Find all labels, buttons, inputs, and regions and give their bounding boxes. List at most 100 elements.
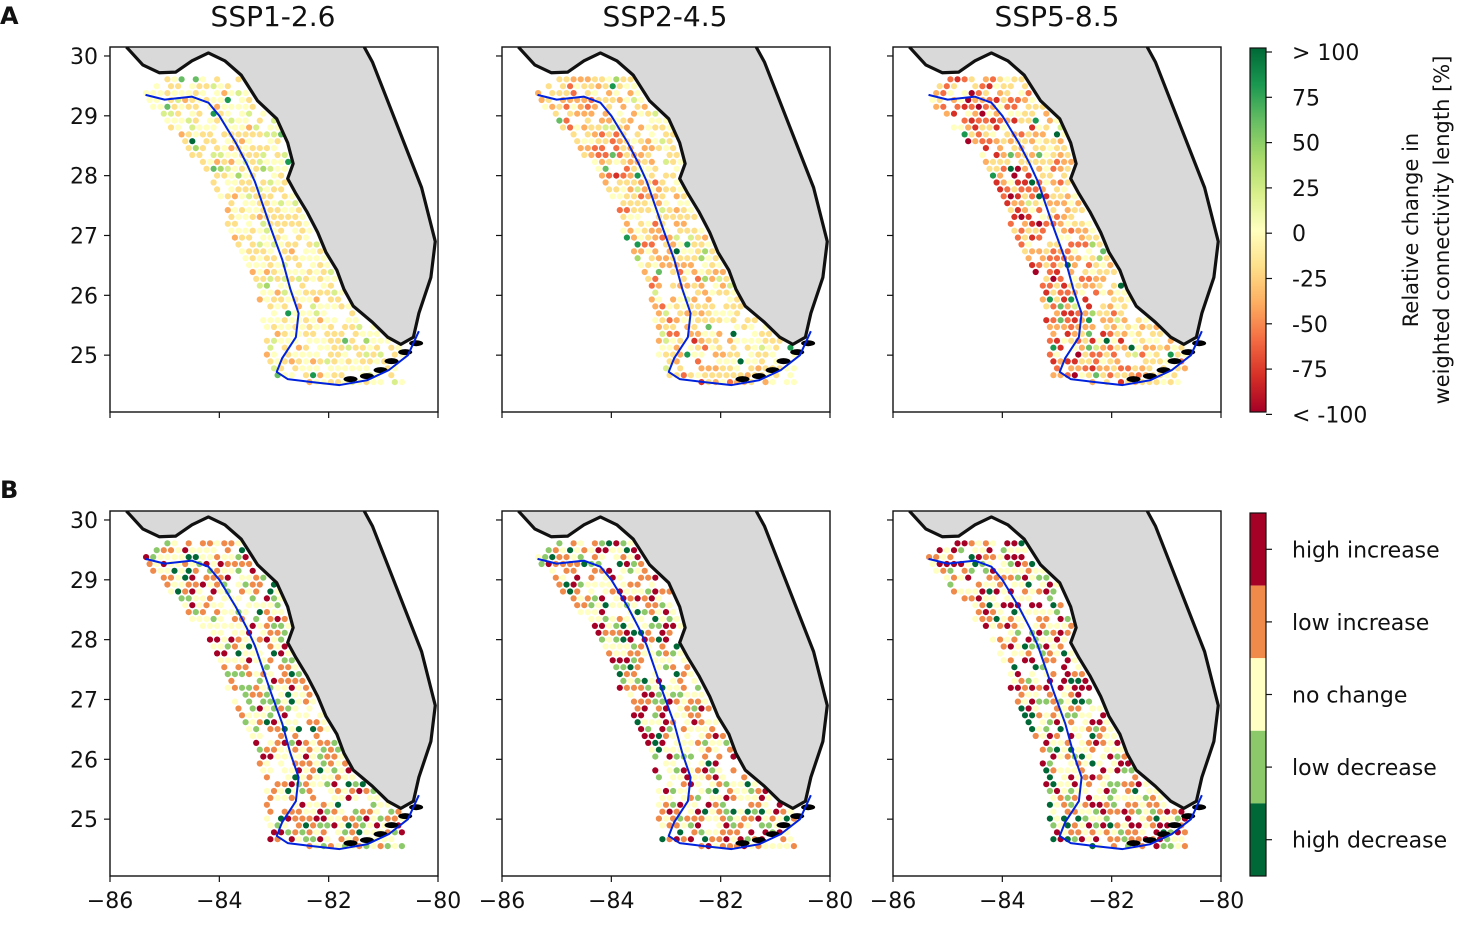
hex-cell <box>1061 801 1068 808</box>
hex-cell <box>302 289 310 296</box>
hex-cell <box>391 843 398 850</box>
hex-cell <box>588 151 595 159</box>
hex-cell <box>641 609 648 616</box>
hex-cell <box>989 172 997 179</box>
hex-cell <box>1018 241 1025 248</box>
hex-cell <box>228 158 235 165</box>
hex-cell <box>670 145 677 152</box>
hex-cell <box>306 829 313 836</box>
hex-cell <box>370 815 377 822</box>
hex-cell <box>1053 732 1061 740</box>
hex-cell <box>634 131 641 138</box>
hex-cell <box>655 595 663 602</box>
hex-cell <box>1046 787 1053 795</box>
hex-cell <box>235 158 242 165</box>
hex-cell <box>260 179 267 186</box>
hex-cell <box>242 103 249 110</box>
hex-cell <box>645 124 652 131</box>
hex-cell <box>1064 698 1071 705</box>
hex-cell <box>1036 165 1043 172</box>
hex-cell <box>613 636 620 643</box>
hex-cell <box>652 684 659 691</box>
hex-cell <box>249 200 256 207</box>
hex-cell <box>224 684 231 691</box>
hex-cell <box>638 151 645 159</box>
hex-cell <box>776 843 783 850</box>
hex-cell <box>655 664 663 671</box>
hex-cell <box>242 172 249 179</box>
hex-cell <box>313 746 320 753</box>
hex-cell <box>320 760 327 767</box>
hex-cell <box>1075 241 1082 248</box>
hex-cell <box>1078 344 1085 351</box>
shelf-contour-line <box>537 557 812 851</box>
y-tick-label: 27 <box>70 224 98 249</box>
hex-cell <box>670 691 677 698</box>
colorbar-continuous-tick-label: -50 <box>1292 313 1328 338</box>
hex-cell <box>1061 227 1068 234</box>
hex-cell <box>1085 808 1093 815</box>
hex-cell <box>1039 282 1046 289</box>
hex-cell <box>1075 829 1082 836</box>
hex-cell <box>306 310 313 317</box>
hex-cell <box>256 609 263 616</box>
colorbar-continuous-tick-label: 25 <box>1292 177 1320 202</box>
hex-cell <box>217 165 224 172</box>
hex-cell <box>306 691 313 698</box>
hex-cell <box>210 602 217 609</box>
hex-cell <box>299 746 306 753</box>
hex-cell <box>670 213 677 220</box>
hex-cell <box>737 822 744 829</box>
hex-cell <box>370 351 377 358</box>
y-tick-label: 25 <box>70 808 98 833</box>
hex-cell <box>370 379 377 386</box>
hex-cell <box>278 323 285 331</box>
hex-cell <box>1029 96 1036 104</box>
hex-cell <box>238 671 246 678</box>
hex-cell <box>1128 781 1135 788</box>
hex-cell <box>1121 767 1128 774</box>
hex-cell <box>655 145 663 152</box>
hex-cell <box>288 193 295 200</box>
hex-cell <box>680 372 687 379</box>
map-panel-content <box>517 511 829 851</box>
hex-cell <box>638 193 645 200</box>
hex-cell <box>1071 207 1078 214</box>
hex-cell <box>356 365 363 372</box>
hex-cell <box>1089 774 1096 781</box>
hex-cell <box>224 657 231 664</box>
hex-cell <box>954 103 961 110</box>
hex-cell <box>648 296 655 303</box>
hex-cell <box>210 179 217 186</box>
hex-cell <box>1078 207 1085 214</box>
hex-cell <box>1057 289 1064 296</box>
hex-cell <box>235 636 242 643</box>
hex-cell <box>712 351 719 358</box>
hex-cell <box>1053 801 1061 808</box>
hex-cell <box>1050 671 1057 678</box>
hex-cell <box>630 602 638 609</box>
hex-cell <box>1068 650 1075 657</box>
hex-cell <box>1078 753 1085 760</box>
hex-cell <box>659 193 666 200</box>
hex-cell <box>313 732 320 740</box>
hex-cell <box>968 131 975 138</box>
hex-cell <box>737 808 744 815</box>
hex-cell <box>256 719 263 726</box>
hex-cell <box>1025 213 1032 220</box>
hex-cell <box>1000 138 1007 145</box>
hex-cell <box>623 588 631 595</box>
hex-cell <box>1018 705 1025 712</box>
hex-cell <box>1085 739 1093 747</box>
hex-cell <box>221 595 228 602</box>
hex-cell <box>723 303 730 310</box>
hex-cell <box>199 595 206 602</box>
hex-cell <box>581 96 588 104</box>
hex-cell <box>716 822 723 829</box>
florida-keys <box>1167 822 1182 829</box>
hex-cell <box>238 712 246 719</box>
hex-cell <box>1021 234 1029 241</box>
hex-cell <box>968 540 975 547</box>
hex-cell <box>591 145 599 152</box>
hex-cell <box>299 351 306 358</box>
